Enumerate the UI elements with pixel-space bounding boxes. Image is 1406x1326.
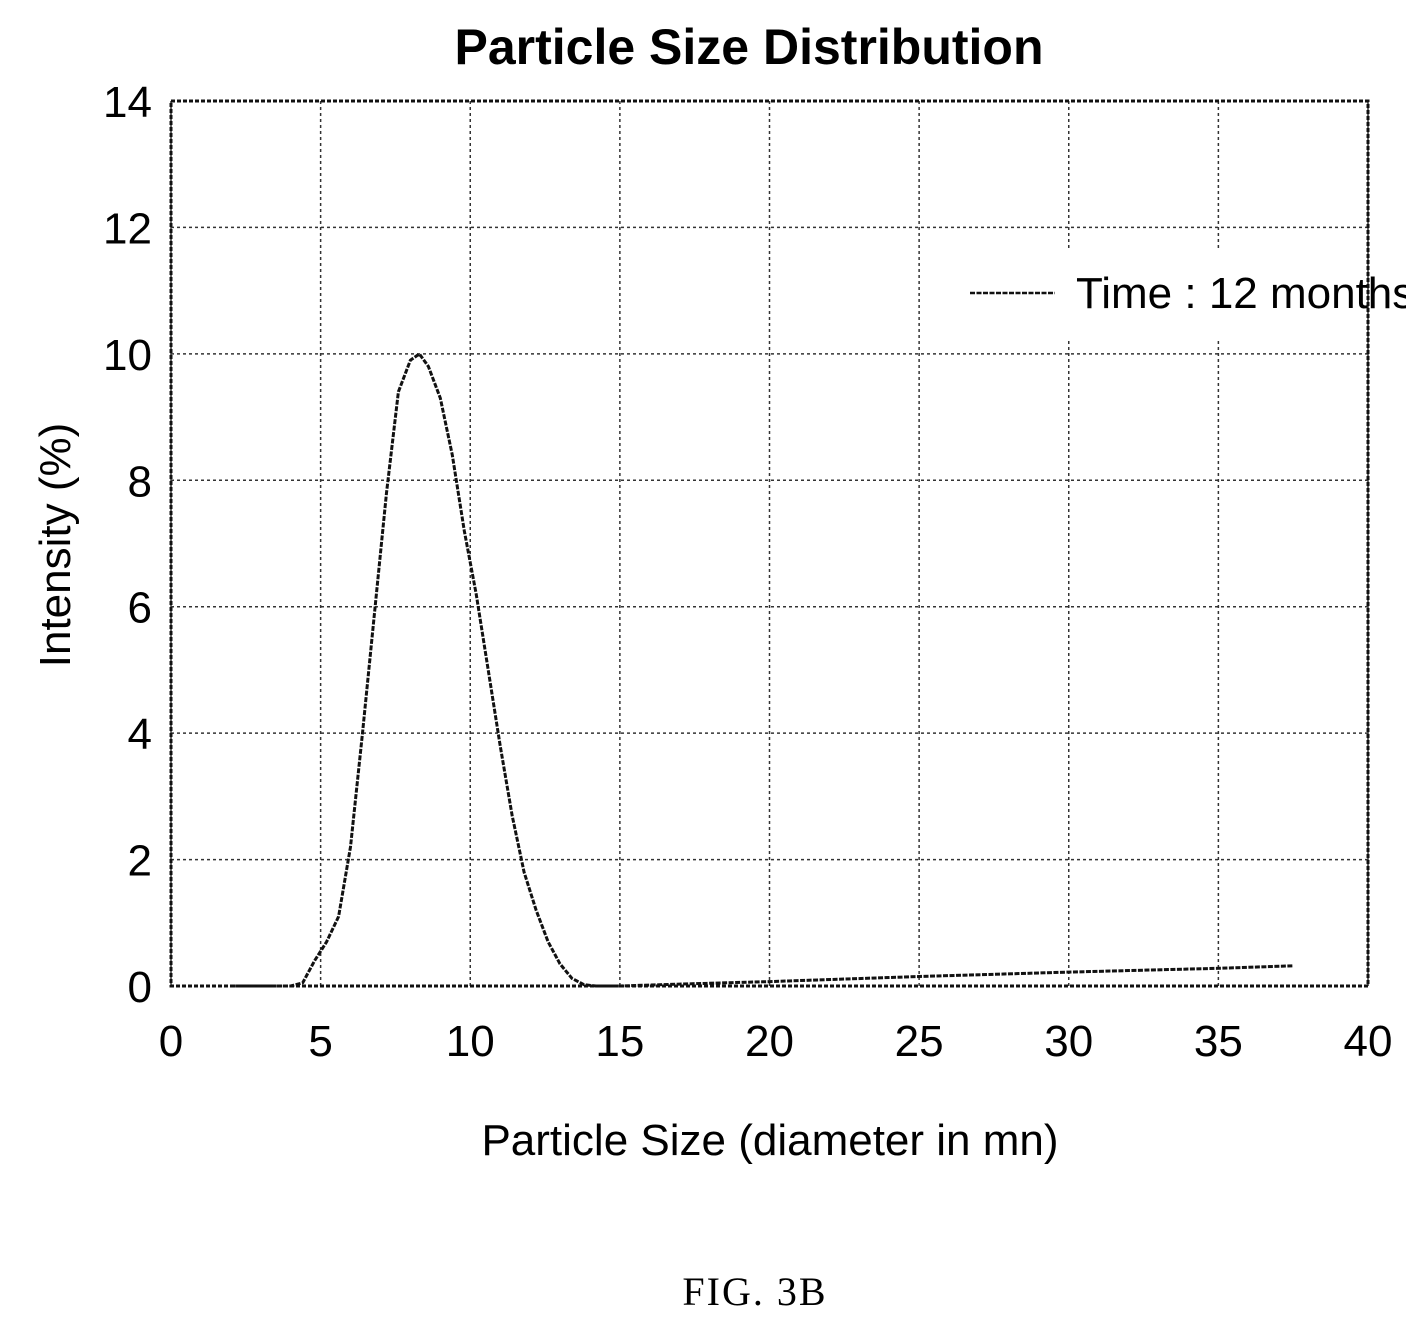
y-tick-label: 10 [103,331,152,380]
x-axis-label: Particle Size (diameter in mn) [481,1116,1058,1165]
y-tick-label: 8 [128,457,152,506]
x-tick-label: 25 [895,1017,944,1066]
plot-frame [169,99,1370,988]
x-tick-label: 15 [595,1017,644,1066]
x-tick-label: 30 [1044,1017,1093,1066]
figure-caption: FIG. 3B [682,1269,827,1314]
series-layer [230,352,1294,988]
y-tick-label: 6 [128,584,152,633]
x-tick-labels: 0 5 10 15 20 25 30 35 40 [159,1017,1393,1066]
series-line-0 [230,352,1294,988]
x-tick-label: 20 [745,1017,794,1066]
chart-title: Particle Size Distribution [454,19,1043,75]
y-tick-label: 0 [128,963,152,1012]
legend-box [955,248,1355,338]
y-tick-labels: 0 2 4 6 8 10 12 14 [103,78,152,1012]
legend: Time : 12 months [955,248,1406,338]
x-tick-label: 40 [1344,1017,1393,1066]
y-tick-label: 4 [128,710,152,759]
x-tick-label: 0 [159,1017,183,1066]
legend-label: Time : 12 months [1076,269,1406,318]
x-tick-label: 10 [446,1017,495,1066]
y-tick-label: 14 [103,78,152,127]
x-tick-label: 5 [308,1017,332,1066]
y-tick-label: 2 [128,837,152,886]
y-axis-label: Intensity (%) [31,423,80,668]
x-tick-label: 35 [1194,1017,1243,1066]
y-tick-label: 12 [103,204,152,253]
